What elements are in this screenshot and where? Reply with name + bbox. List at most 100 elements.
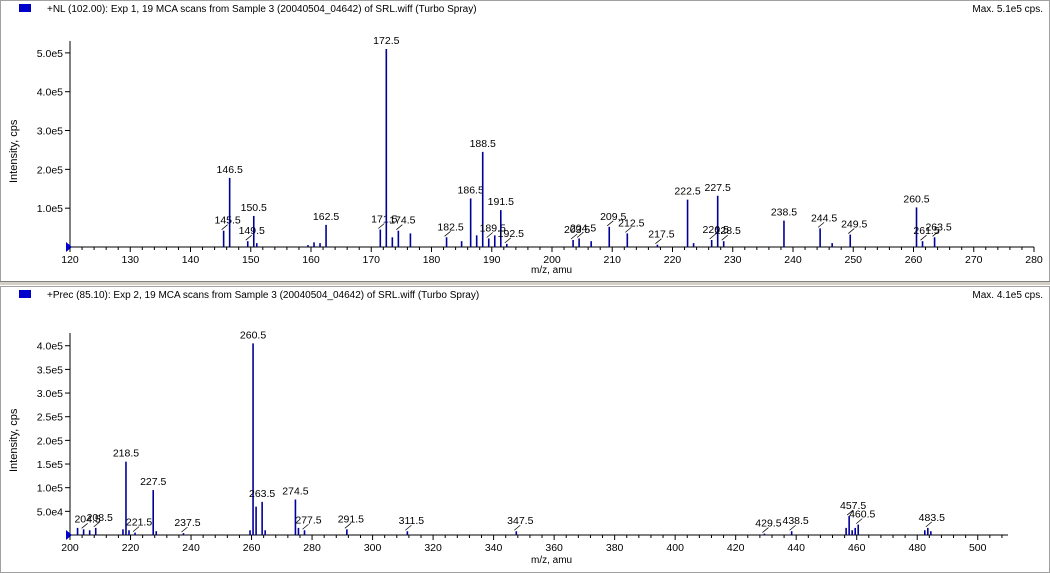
peak-label: 186.5 bbox=[458, 184, 484, 196]
y-tick-label: 4.0e5 bbox=[37, 341, 63, 353]
peak-label: 244.5 bbox=[811, 212, 837, 224]
origin-marker-icon bbox=[66, 530, 72, 540]
x-tick-label: 250 bbox=[844, 254, 862, 266]
peak-label: 191.5 bbox=[488, 196, 514, 208]
peak-label: 429.5 bbox=[755, 518, 781, 530]
peak-label: 146.5 bbox=[217, 164, 243, 176]
x-tick-label: 160 bbox=[302, 254, 320, 266]
x-tick-label: 500 bbox=[969, 542, 987, 554]
x-tick-label: 460 bbox=[848, 542, 866, 554]
peak-label: 227.5 bbox=[140, 476, 166, 488]
x-tick-label: 220 bbox=[122, 542, 140, 554]
x-tick-label: 150 bbox=[242, 254, 260, 266]
panel-color-marker bbox=[19, 4, 31, 12]
peak-label: 311.5 bbox=[399, 515, 425, 527]
peak-leader-line bbox=[570, 233, 578, 240]
x-tick-label: 300 bbox=[364, 542, 382, 554]
x-tick-label: 400 bbox=[666, 542, 684, 554]
x-tick-label: 200 bbox=[543, 254, 561, 266]
peak-label: 150.5 bbox=[241, 202, 267, 214]
peak-label: 263.5 bbox=[925, 221, 951, 233]
y-tick-label: 3.0e5 bbox=[37, 126, 63, 138]
x-tick-label: 120 bbox=[61, 254, 79, 266]
peak-label: 171.5 bbox=[371, 214, 397, 226]
peak-leader-line bbox=[221, 224, 228, 230]
peak-label: 228.5 bbox=[715, 225, 741, 237]
x-tick-label: 180 bbox=[423, 254, 441, 266]
peak-leader-line bbox=[504, 237, 512, 244]
peak-label: 277.5 bbox=[295, 514, 321, 526]
spectrum-plot-1[interactable]: 120 130 140 150 160 170 180 190 200 210 220 230 240 2… bbox=[1, 1, 1049, 281]
x-tick-label: 260 bbox=[905, 254, 923, 266]
peak-leader-line bbox=[514, 524, 521, 531]
peak-leader-line bbox=[920, 234, 927, 241]
peak-leader-line bbox=[378, 223, 385, 229]
peak-label: 291.5 bbox=[338, 513, 364, 525]
peak-label: 249.5 bbox=[841, 219, 867, 231]
peak-leader-line bbox=[344, 523, 352, 529]
peak-leader-line bbox=[625, 227, 632, 233]
peak-leader-line bbox=[81, 523, 88, 529]
panel-title: +NL (102.00): Exp 1, 19 MCA scans from S… bbox=[47, 4, 477, 15]
y-tick-label: 5.0e5 bbox=[37, 48, 63, 60]
x-tick-label: 220 bbox=[664, 254, 682, 266]
max-intensity-label: Max. 5.1e5 cps. bbox=[972, 4, 1043, 15]
peak-leader-line bbox=[396, 224, 403, 230]
peak-label: 162.5 bbox=[313, 211, 339, 223]
peak-label: 172.5 bbox=[373, 35, 399, 47]
peak-leader-line bbox=[925, 521, 933, 528]
peak-leader-line bbox=[486, 232, 493, 238]
x-tick-label: 240 bbox=[784, 254, 802, 266]
peak-label: 188.5 bbox=[470, 138, 496, 150]
y-tick-label: 5.0e4 bbox=[37, 506, 63, 518]
x-tick-label: 140 bbox=[182, 254, 200, 266]
x-tick-label: 260 bbox=[243, 542, 261, 554]
peak-leader-line bbox=[846, 509, 854, 516]
x-tick-label: 320 bbox=[424, 542, 442, 554]
peak-label: 227.5 bbox=[705, 182, 731, 194]
peak-label: 483.5 bbox=[919, 512, 945, 524]
panel-splitter[interactable] bbox=[0, 281, 1050, 286]
spectrum-panel-2[interactable]: +Prec (85.10): Exp 2, 19 MCA scans from … bbox=[0, 286, 1050, 573]
x-axis-label: m/z, amu bbox=[531, 555, 573, 566]
spectrum-plot-2[interactable]: 200 220 240 260 280 300 320 340 360 380 400 420 440 4… bbox=[1, 287, 1049, 572]
panel-title: +Prec (85.10): Exp 2, 19 MCA scans from … bbox=[47, 290, 480, 301]
panel-color-marker bbox=[19, 290, 31, 298]
peak-leader-line bbox=[855, 518, 863, 524]
peak-leader-line bbox=[655, 238, 662, 244]
peak-label: 217.5 bbox=[648, 229, 674, 241]
y-tick-label: 3.5e5 bbox=[37, 364, 63, 376]
peak-leader-line bbox=[932, 231, 939, 237]
peak-label: 260.5 bbox=[240, 329, 266, 341]
x-tick-label: 270 bbox=[965, 254, 983, 266]
peak-leader-line bbox=[709, 233, 716, 240]
peak-leader-line bbox=[721, 234, 728, 241]
y-tick-label: 1.0e5 bbox=[37, 483, 63, 495]
peak-leader-line bbox=[789, 524, 796, 531]
y-tick-label: 2.0e5 bbox=[37, 435, 63, 447]
x-tick-label: 280 bbox=[303, 542, 321, 554]
peak-label: 460.5 bbox=[849, 509, 875, 521]
peak-label: 192.5 bbox=[498, 228, 524, 240]
peak-leader-line bbox=[607, 220, 614, 227]
peak-label: 221.5 bbox=[126, 517, 152, 529]
x-tick-label: 380 bbox=[606, 542, 624, 554]
peak-leader-line bbox=[132, 526, 140, 532]
y-tick-label: 2.5e5 bbox=[37, 412, 63, 424]
y-tick-label: 2.0e5 bbox=[37, 164, 63, 176]
y-tick-label: 1.5e5 bbox=[37, 459, 63, 471]
x-tick-label: 190 bbox=[483, 254, 501, 266]
origin-marker-icon bbox=[66, 242, 72, 252]
peak-leader-line bbox=[405, 524, 412, 531]
peak-label: 260.5 bbox=[903, 193, 929, 205]
x-tick-label: 340 bbox=[485, 542, 503, 554]
peak-label: 274.5 bbox=[282, 486, 308, 498]
peak-leader-line bbox=[576, 232, 584, 238]
peak-label: 261.5 bbox=[913, 225, 939, 237]
peak-label: 149.5 bbox=[239, 225, 265, 237]
peak-leader-line bbox=[444, 231, 451, 237]
x-tick-label: 210 bbox=[603, 254, 621, 266]
y-tick-label: 1.0e5 bbox=[37, 203, 63, 215]
spectrum-panel-1[interactable]: +NL (102.00): Exp 1, 19 MCA scans from S… bbox=[0, 0, 1050, 282]
peak-label: 347.5 bbox=[507, 515, 533, 527]
